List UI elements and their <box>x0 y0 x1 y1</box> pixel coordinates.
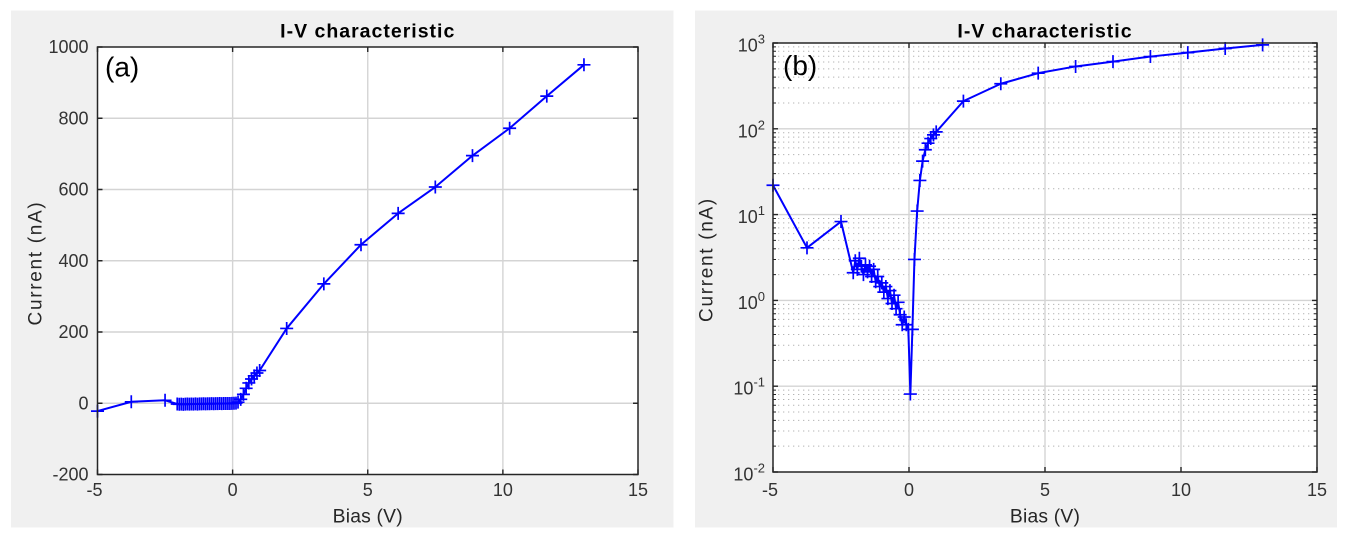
svg-text:(a): (a) <box>105 52 139 83</box>
svg-text:0: 0 <box>904 480 914 500</box>
svg-text:I-V characteristic: I-V characteristic <box>957 21 1132 43</box>
svg-text:0: 0 <box>228 480 238 500</box>
svg-text:(b): (b) <box>783 50 817 81</box>
svg-text:600: 600 <box>58 180 88 200</box>
svg-text:200: 200 <box>58 322 88 342</box>
svg-text:-200: -200 <box>52 465 88 485</box>
svg-text:-5: -5 <box>762 480 778 500</box>
svg-text:5: 5 <box>1040 480 1050 500</box>
svg-text:0: 0 <box>78 393 88 413</box>
svg-text:Current (nA): Current (nA) <box>697 197 718 322</box>
svg-text:I-V characteristic: I-V characteristic <box>280 21 455 43</box>
svg-text:-5: -5 <box>86 480 102 500</box>
svg-text:10: 10 <box>1171 480 1191 500</box>
svg-text:800: 800 <box>58 108 88 128</box>
svg-text:400: 400 <box>58 251 88 271</box>
svg-text:5: 5 <box>363 480 373 500</box>
svg-text:Bias (V): Bias (V) <box>1010 507 1080 528</box>
svg-text:15: 15 <box>1307 480 1327 500</box>
svg-text:15: 15 <box>628 480 648 500</box>
svg-text:Bias (V): Bias (V) <box>333 507 403 528</box>
svg-text:Current (nA): Current (nA) <box>26 201 47 326</box>
svg-text:1000: 1000 <box>48 37 88 57</box>
svg-text:10: 10 <box>493 480 513 500</box>
